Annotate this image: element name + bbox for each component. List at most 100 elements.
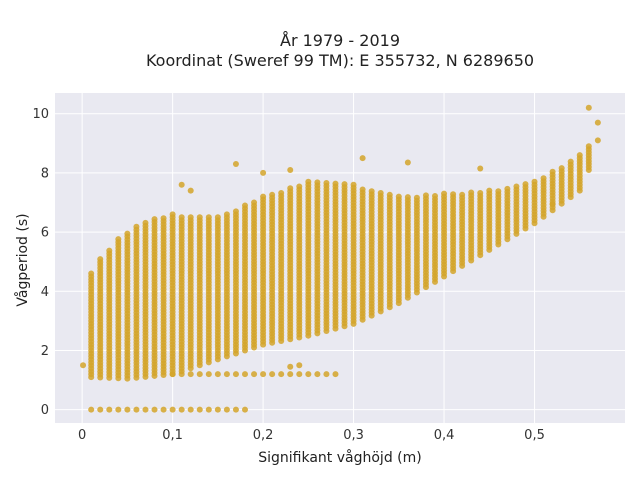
data-point: [404, 194, 411, 201]
x-tick-label: 0,4: [434, 428, 455, 443]
data-points: [80, 104, 601, 413]
outlier-point: [359, 155, 366, 162]
data-point: [296, 371, 303, 378]
data-point: [260, 371, 267, 378]
outlier-point: [549, 200, 556, 207]
data-point: [441, 190, 448, 197]
data-point: [124, 230, 131, 237]
data-point: [422, 192, 429, 199]
data-point: [278, 371, 285, 378]
outlier-point: [594, 119, 601, 126]
data-point: [106, 247, 113, 254]
outlier-point: [296, 362, 303, 369]
outlier-point: [477, 165, 484, 172]
data-point: [169, 371, 176, 378]
data-point: [323, 179, 330, 186]
x-tick-label: 0,5: [524, 428, 545, 443]
data-point: [232, 406, 239, 413]
data-point: [450, 191, 457, 198]
data-point: [205, 406, 212, 413]
x-axis-label: Signifikant våghöjd (m): [258, 449, 421, 466]
chart-title-line-2: Koordinat (Sweref 99 TM): E 355732, N 62…: [146, 51, 534, 70]
data-point: [160, 215, 167, 222]
data-point: [323, 371, 330, 378]
data-point: [214, 371, 221, 378]
data-point: [196, 214, 203, 221]
data-point: [88, 270, 95, 277]
data-point: [549, 168, 556, 175]
data-point: [386, 191, 393, 198]
data-point: [151, 406, 158, 413]
data-point: [196, 406, 203, 413]
data-point: [169, 211, 176, 218]
data-point: [88, 406, 95, 413]
data-point: [124, 406, 131, 413]
data-point: [468, 189, 475, 196]
plot-area: [55, 93, 625, 423]
data-point: [287, 371, 294, 378]
data-point: [97, 256, 104, 263]
data-point: [251, 371, 258, 378]
data-point: [242, 202, 248, 209]
data-point: [359, 186, 366, 193]
data-point: [459, 191, 466, 198]
outlier-point: [232, 161, 239, 168]
chart-title-line-1: År 1979 - 2019: [280, 31, 400, 50]
data-point: [350, 181, 357, 188]
data-point: [260, 193, 267, 200]
tick-labels: 0 0,1 0,2 0,3 0,4 0,5 0 2 4 6 8 10: [32, 107, 544, 443]
data-point: [368, 188, 375, 195]
data-point: [413, 194, 420, 201]
data-point: [106, 406, 113, 413]
y-tick-label: 6: [41, 226, 49, 241]
data-point: [223, 371, 230, 378]
data-point: [395, 193, 402, 200]
y-tick-label: 10: [32, 107, 49, 122]
x-tick-label: 0,3: [343, 428, 364, 443]
data-point: [576, 152, 583, 159]
outlier-point: [404, 159, 411, 166]
data-point: [432, 193, 438, 199]
outlier-point: [187, 187, 194, 194]
data-point: [278, 190, 285, 197]
data-point: [232, 208, 239, 215]
outlier-point: [287, 166, 294, 173]
data-point: [214, 214, 221, 221]
data-point: [214, 406, 221, 413]
data-point: [269, 371, 276, 378]
data-point: [242, 371, 248, 378]
data-point: [296, 183, 303, 190]
data-point: [115, 236, 122, 243]
data-point: [196, 371, 203, 378]
data-point: [178, 214, 185, 221]
data-point: [223, 211, 230, 218]
data-point: [513, 183, 520, 190]
data-point: [187, 371, 194, 378]
data-point: [531, 178, 538, 185]
data-point: [341, 181, 348, 188]
data-point: [133, 223, 140, 230]
outlier-point: [585, 104, 592, 111]
data-point: [477, 190, 484, 197]
data-point: [133, 406, 140, 413]
data-point: [314, 179, 321, 186]
outlier-point: [80, 362, 87, 369]
data-point: [242, 406, 248, 413]
data-point: [187, 214, 194, 221]
data-point: [142, 406, 149, 413]
data-point: [142, 219, 149, 226]
data-point: [540, 175, 547, 182]
data-point: [558, 165, 565, 172]
x-tick-label: 0,1: [162, 428, 183, 443]
data-point: [115, 406, 122, 413]
data-point: [305, 371, 312, 378]
data-point: [205, 371, 212, 378]
data-point: [169, 406, 176, 413]
data-point: [522, 181, 529, 188]
data-point: [314, 371, 321, 378]
data-point: [178, 371, 185, 378]
data-point: [504, 185, 511, 192]
data-point: [232, 371, 239, 378]
